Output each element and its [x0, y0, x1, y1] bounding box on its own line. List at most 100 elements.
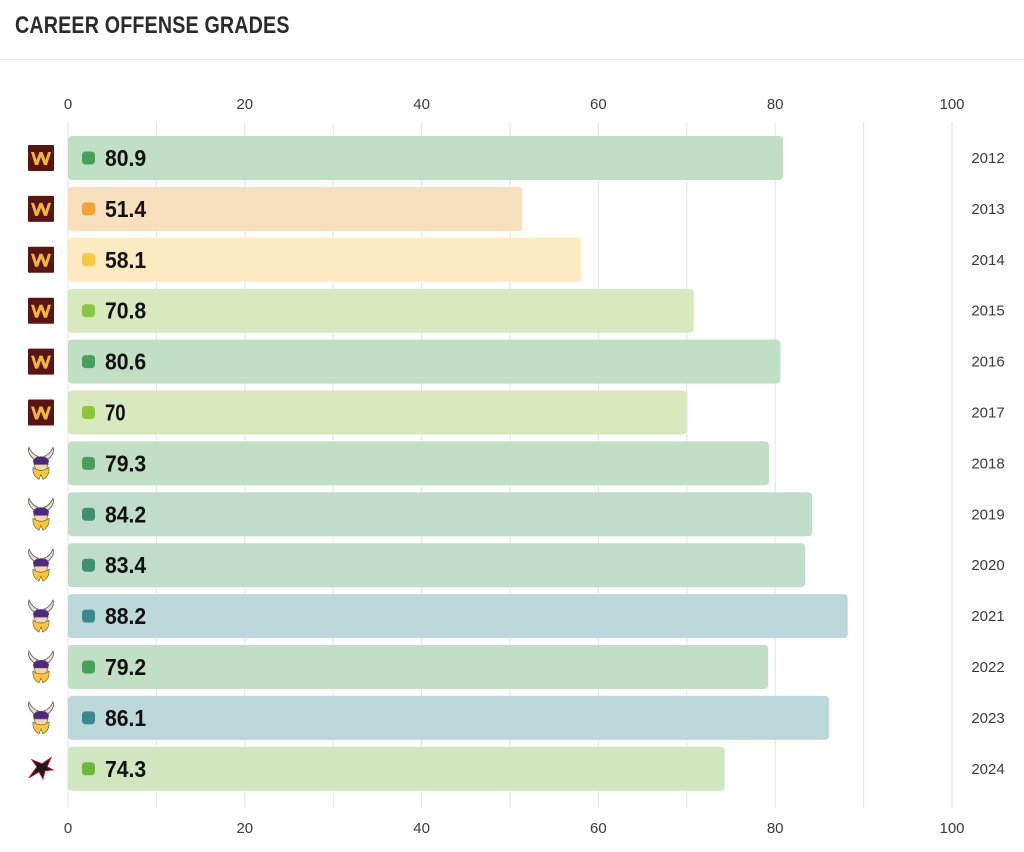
vikings-beard: [32, 517, 50, 531]
vikings-horn: [43, 598, 54, 613]
vikings-horn: [43, 700, 54, 715]
washington-logo-w: [31, 202, 51, 216]
vikings-beard: [32, 466, 50, 480]
bar-value-label: 79.3: [105, 450, 146, 476]
vikings-helmet-logo-icon: [28, 497, 54, 531]
grade-dot: [82, 507, 95, 521]
vikings-helmet-logo-icon: [28, 700, 54, 735]
x-tick-label-bottom: 100: [939, 820, 964, 837]
x-tick-label-top: 80: [767, 96, 784, 113]
bar: [68, 492, 813, 537]
bar: [68, 339, 781, 384]
bar-row: 80.6 2016: [28, 339, 1005, 384]
year-label: 2021: [971, 608, 1004, 625]
bar-value-label: 70: [105, 400, 126, 426]
year-label: 2019: [971, 506, 1004, 523]
bar-row: 79.2 2022: [28, 645, 1005, 689]
vikings-helmet-logo-icon: [28, 548, 54, 582]
washington-logo-bg: [28, 195, 54, 222]
x-tick-label-bottom: 20: [236, 820, 253, 837]
washington-logo-bg: [28, 246, 54, 273]
washington-w-logo-icon: [28, 399, 54, 426]
bar-row: 70.8 2015: [28, 288, 1005, 333]
grade-dot: [82, 253, 95, 267]
bar-value-label: 84.2: [105, 501, 146, 527]
bar: [68, 441, 770, 486]
vikings-helmet: [33, 507, 49, 517]
bar-value-label: 79.2: [105, 654, 146, 680]
bar-value-label: 83.4: [105, 552, 146, 578]
grade-dot: [82, 762, 95, 776]
x-tick-label-top: 20: [236, 96, 253, 113]
bar-row: 51.4 2013: [28, 186, 1005, 231]
vikings-helmet: [33, 609, 49, 619]
grade-dot: [82, 558, 95, 572]
bar-value-label: 51.4: [105, 196, 146, 222]
bar: [68, 594, 848, 639]
vikings-helmet: [33, 456, 49, 466]
bar: [68, 390, 687, 435]
vikings-horn: [43, 497, 54, 511]
x-tick-label-top: 100: [939, 96, 964, 113]
vikings-horn: [28, 497, 39, 511]
bar-value-label: 70.8: [105, 298, 146, 324]
bar: [68, 237, 582, 282]
grade-dot: [82, 304, 95, 318]
chart-header: CAREER OFFENSE GRADES: [0, 0, 1024, 60]
grade-dot: [82, 355, 95, 369]
grade-dot: [82, 456, 95, 470]
washington-logo-bg: [28, 348, 54, 375]
vikings-horn: [28, 649, 39, 664]
year-label: 2014: [971, 252, 1004, 269]
x-tick-label-bottom: 40: [413, 820, 430, 837]
grade-dot: [82, 202, 95, 216]
year-label: 2013: [971, 201, 1004, 218]
bar-value-label: 86.1: [105, 705, 146, 731]
bar-row: 86.1 2023: [28, 695, 1005, 740]
bar-row: 83.4 2020: [28, 543, 1005, 588]
vikings-helmet-logo-icon: [28, 598, 54, 633]
year-label: 2020: [971, 557, 1004, 574]
washington-logo-w: [31, 406, 51, 420]
year-label: 2017: [971, 405, 1004, 422]
washington-w-logo-icon: [28, 195, 54, 222]
x-tick-label-top: 40: [413, 96, 430, 113]
bar: [68, 746, 725, 791]
grade-dot: [82, 660, 95, 674]
year-label: 2016: [971, 354, 1004, 371]
bar: [68, 645, 769, 689]
vikings-beard: [32, 619, 50, 633]
bar-row: 84.2 2019: [28, 492, 1005, 537]
vikings-horn: [43, 548, 54, 562]
washington-w-logo-icon: [28, 145, 54, 171]
x-tick-label-bottom: 0: [64, 820, 72, 837]
x-tick-label-top: 60: [590, 96, 607, 113]
vikings-beard: [32, 721, 50, 735]
washington-logo-bg: [28, 145, 54, 171]
washington-logo-w: [31, 355, 51, 369]
vikings-helmet: [33, 558, 49, 568]
vikings-helmet-logo-icon: [28, 446, 54, 480]
year-label: 2023: [971, 710, 1004, 727]
falcons-logo-shape: [28, 756, 55, 781]
washington-w-logo-icon: [28, 297, 54, 324]
grade-dot: [82, 406, 95, 419]
bar-value-label: 58.1: [105, 247, 146, 273]
bar: [68, 186, 523, 231]
chart-title: CAREER OFFENSE GRADES: [15, 12, 290, 39]
vikings-helmet-logo-icon: [28, 649, 54, 684]
washington-w-logo-icon: [28, 348, 54, 375]
year-label: 2022: [971, 659, 1004, 676]
bar-row: 88.2 2021: [28, 594, 1005, 639]
washington-logo-w: [31, 253, 51, 267]
bar-value-label: 88.2: [105, 603, 146, 629]
falcons-logo-icon: [28, 756, 55, 781]
vikings-horn: [28, 446, 39, 460]
bar-value-label: 74.3: [105, 756, 146, 782]
year-label: 2012: [971, 150, 1004, 167]
washington-logo-w: [31, 304, 51, 318]
x-tick-label-top: 0: [64, 96, 72, 113]
bar-value-label: 80.6: [105, 349, 146, 375]
bar-value-label: 80.9: [105, 145, 146, 171]
bar-row: 79.3 2018: [28, 441, 1005, 486]
